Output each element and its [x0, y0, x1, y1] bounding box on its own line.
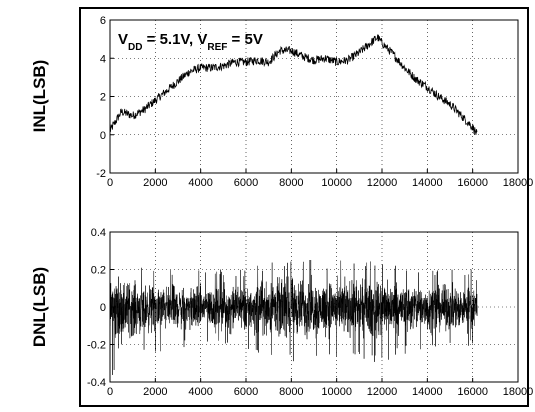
inl-y-tick-label: 2 — [100, 92, 106, 104]
dnl-y-tick-label: -0.4 — [87, 377, 106, 389]
inl-x-tick-label: 16000 — [457, 177, 488, 189]
inl-x-tick-label: 0 — [107, 177, 113, 189]
dnl-panel: 0 2000 4000 6000 8000 10000 12000 14000 16000 180… — [30, 227, 533, 398]
dnl-y-tick-label: 0.2 — [91, 265, 106, 277]
dnl-x-tick-label: 2000 — [143, 386, 167, 398]
dnl-y-tick-label: 0 — [100, 302, 106, 314]
dnl-x-tick-label: 16000 — [457, 386, 488, 398]
dnl-x-tick-label: 10000 — [321, 386, 352, 398]
inl-x-tick-label: 2000 — [143, 177, 167, 189]
dnl-ylabel: DNL(LSB) — [30, 267, 49, 347]
inl-x-tick-label: 12000 — [367, 177, 398, 189]
inl-panel: 0 2000 4000 6000 8000 10000 12000 14000 16000 180… — [30, 15, 533, 189]
inl-x-tick-label: 10000 — [321, 177, 352, 189]
figure-frame — [79, 7, 529, 407]
dnl-x-tick-label: 18000 — [503, 386, 534, 398]
dnl-x-tick-label: 6000 — [234, 386, 258, 398]
dnl-y-ticks: -0.4 -0.2 0 0.2 0.4 — [87, 227, 114, 389]
dnl-x-tick-label: 0 — [107, 386, 113, 398]
inl-x-tick-label: 6000 — [234, 177, 258, 189]
inl-annotation: VDD = 5.1V, VREF = 5V — [118, 31, 263, 53]
inl-trace — [109, 34, 478, 135]
inl-y-tick-label: -2 — [96, 168, 106, 180]
inl-y-tick-label: 0 — [100, 130, 106, 142]
dnl-series-line — [109, 260, 478, 375]
dnl-x-tick-label: 8000 — [279, 386, 303, 398]
inl-ylabel: INL(LSB) — [30, 60, 49, 133]
inl-x-tick-label: 14000 — [412, 177, 443, 189]
inl-x-tick-label: 4000 — [188, 177, 212, 189]
inl-y-tick-label: 6 — [100, 15, 106, 27]
dnl-y-tick-label: 0.4 — [91, 227, 106, 239]
dnl-x-ticks: 0 2000 4000 6000 8000 10000 12000 14000 16000 180… — [107, 378, 533, 398]
dnl-x-tick-label: 4000 — [188, 386, 212, 398]
inl-series-line — [109, 34, 478, 135]
inl-x-ticks: 0 2000 4000 6000 8000 10000 12000 14000 16000 180… — [107, 169, 533, 189]
inl-x-tick-label: 18000 — [503, 177, 534, 189]
dnl-y-tick-label: -0.2 — [87, 340, 106, 352]
dnl-x-tick-label: 12000 — [367, 386, 398, 398]
inl-y-tick-label: 4 — [100, 53, 106, 65]
inl-y-ticks: -2 0 2 4 6 — [96, 15, 114, 180]
dnl-x-tick-label: 14000 — [412, 386, 443, 398]
dnl-trace — [109, 260, 478, 375]
inl-x-tick-label: 8000 — [279, 177, 303, 189]
inl-grid — [110, 20, 518, 173]
